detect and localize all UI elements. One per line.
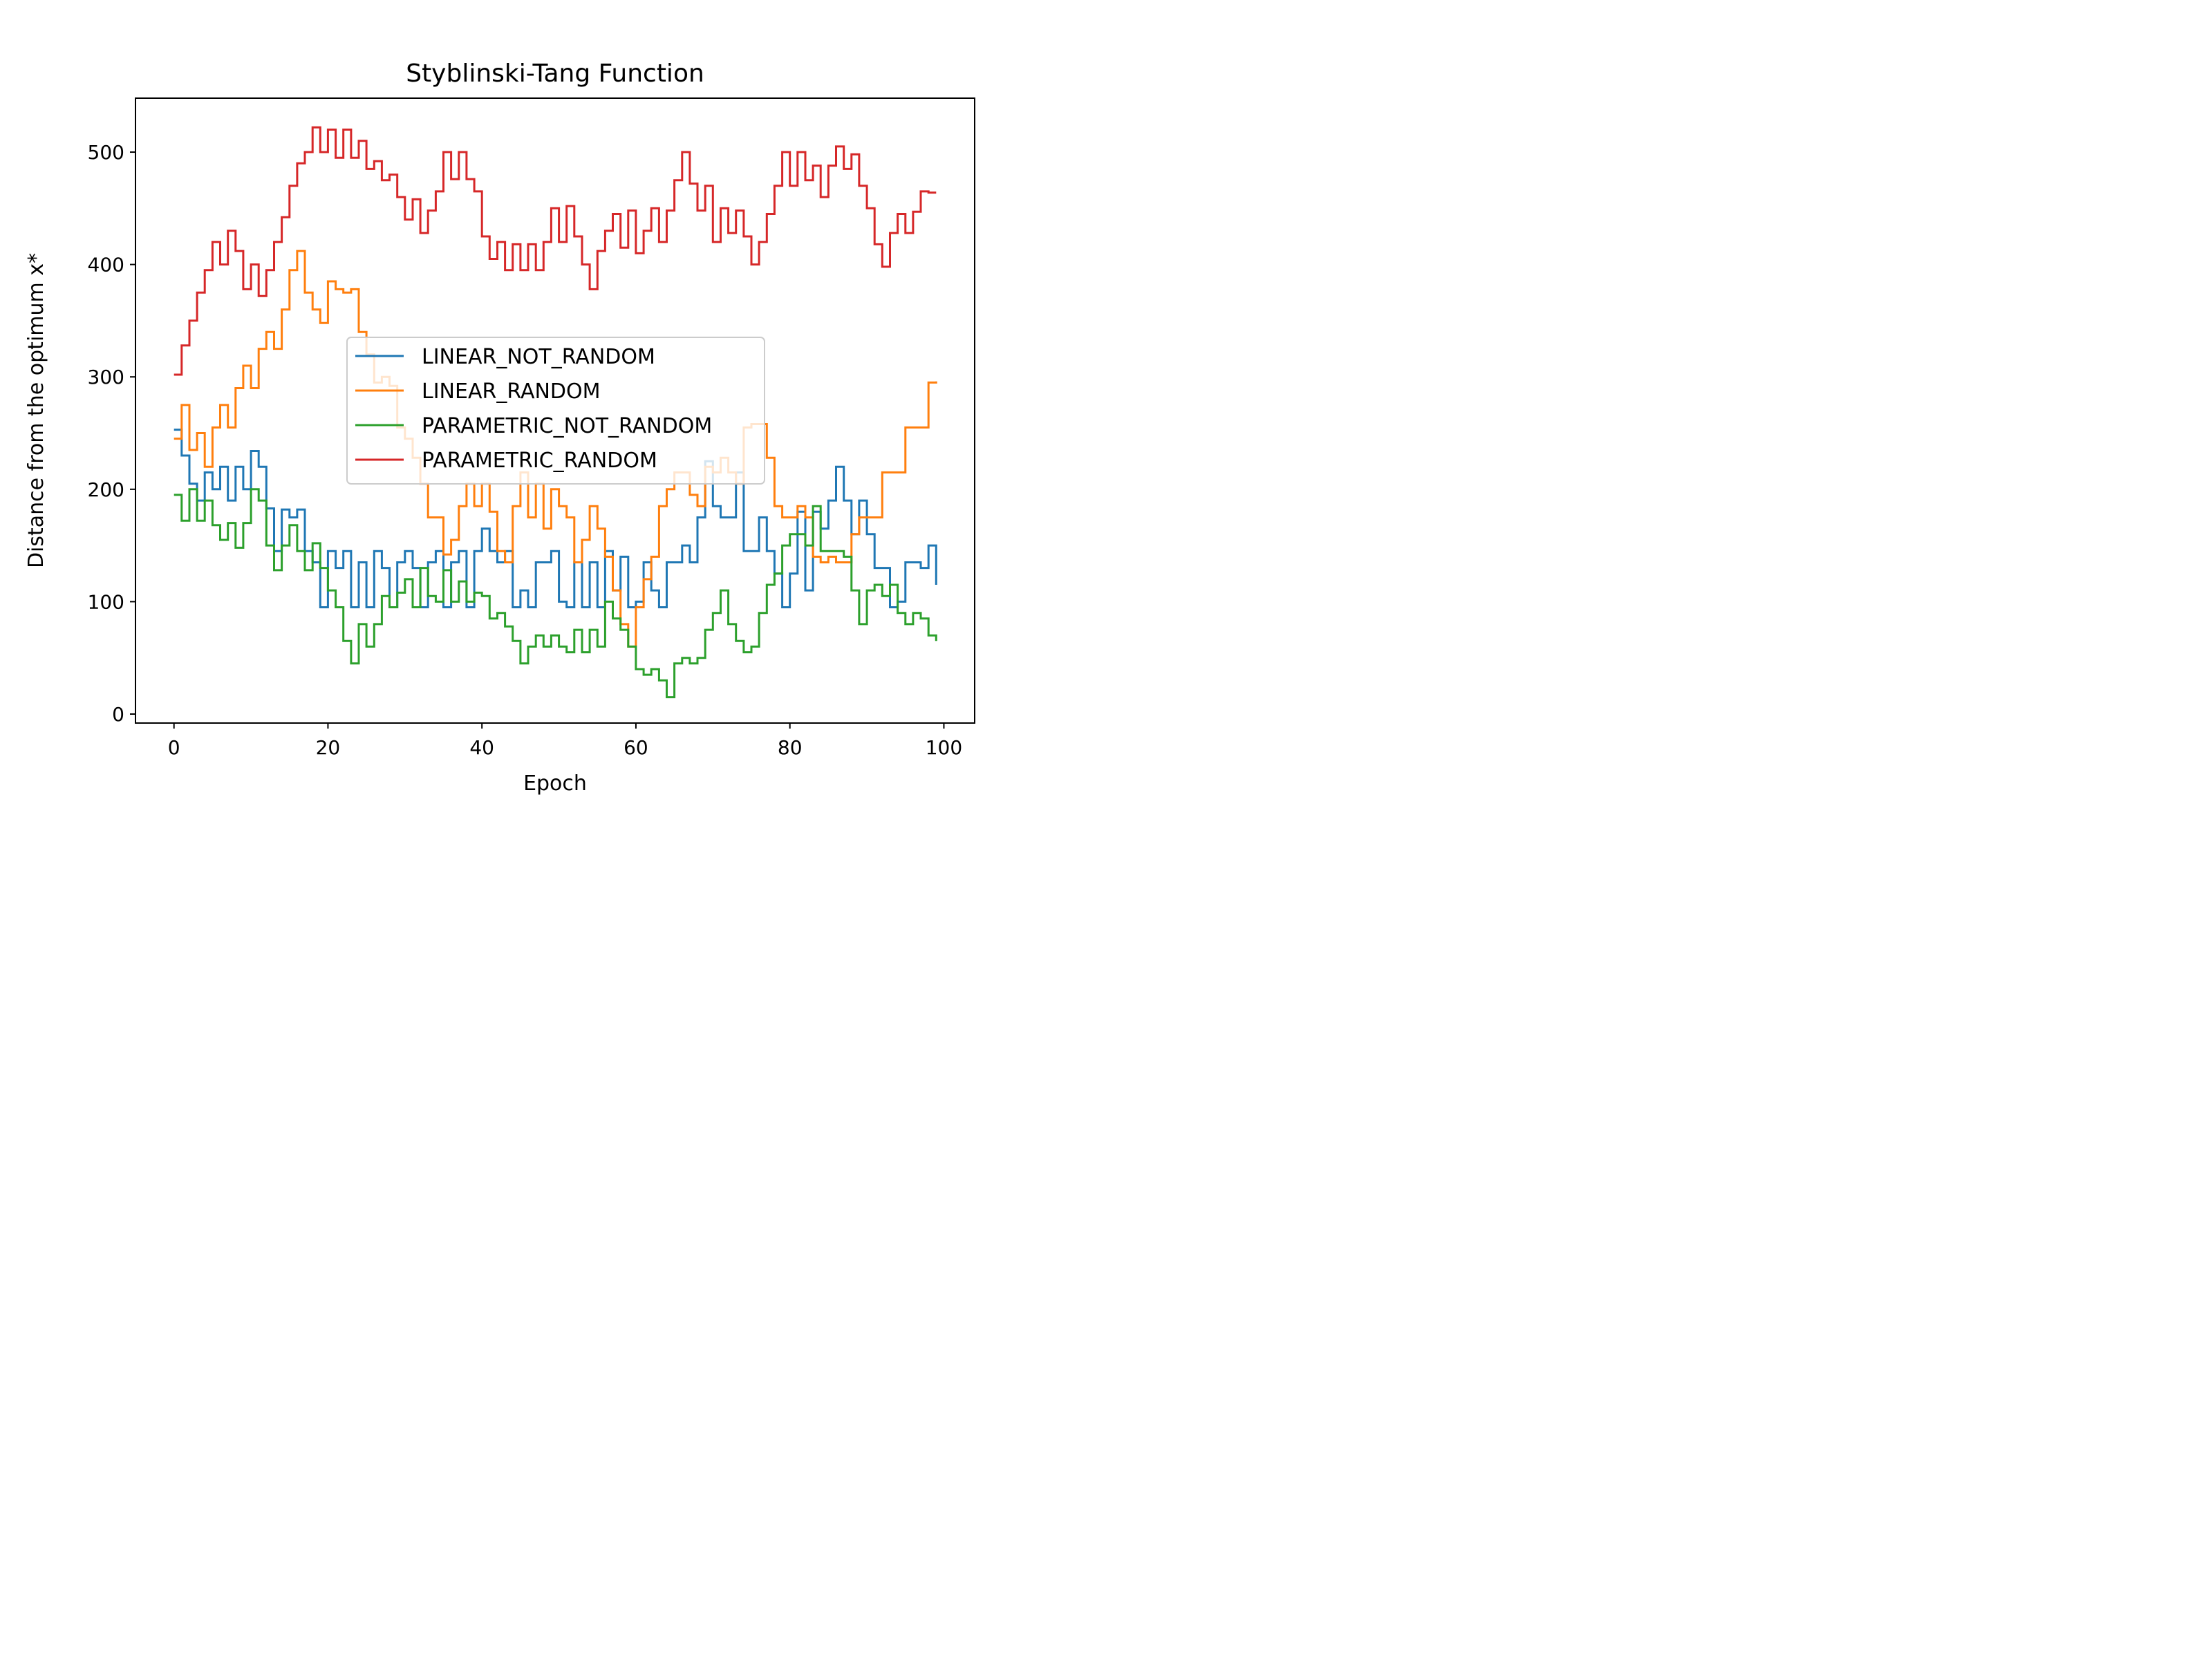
x-tick-label: 0 (168, 736, 180, 759)
chart-title: Styblinski-Tang Function (406, 59, 704, 88)
x-tick-label: 100 (926, 736, 962, 759)
y-tick-label: 500 (88, 141, 124, 164)
x-tick-label: 60 (624, 736, 648, 759)
x-axis-label: Epoch (523, 771, 587, 796)
series-line-parametric-not-random (174, 488, 937, 699)
x-axis: 0 20 40 60 80 100 (168, 723, 962, 759)
x-tick-label: 20 (316, 736, 341, 759)
y-tick-label: 0 (112, 703, 124, 726)
legend-label-linear-not-random: LINEAR_NOT_RANDOM (422, 345, 655, 369)
y-axis-label: Distance from the optimum x* (24, 253, 48, 568)
x-tick-label: 40 (469, 736, 494, 759)
plot-frame (135, 97, 975, 724)
legend: LINEAR_NOT_RANDOM LINEAR_RANDOM PARAMETRIC… (346, 337, 765, 485)
legend-label-linear-random: LINEAR_RANDOM (422, 379, 601, 404)
y-tick-label: 200 (88, 478, 124, 501)
chart: Styblinski-Tang Function 0 20 40 60 80 100 0 1… (0, 0, 1067, 800)
legend-label-parametric-not-random: PARAMETRIC_NOT_RANDOM (422, 414, 712, 438)
x-tick-label: 80 (778, 736, 803, 759)
y-tick-label: 100 (88, 590, 124, 613)
y-tick-label: 300 (88, 366, 124, 388)
series-line-linear-not-random (174, 429, 937, 608)
series-line-parametric-random (174, 126, 937, 376)
y-tick-label: 400 (88, 254, 124, 276)
legend-label-parametric-random: PARAMETRIC_RANDOM (422, 449, 657, 473)
legend-box (346, 337, 765, 485)
y-axis: 0 100 200 300 400 500 (88, 141, 135, 726)
